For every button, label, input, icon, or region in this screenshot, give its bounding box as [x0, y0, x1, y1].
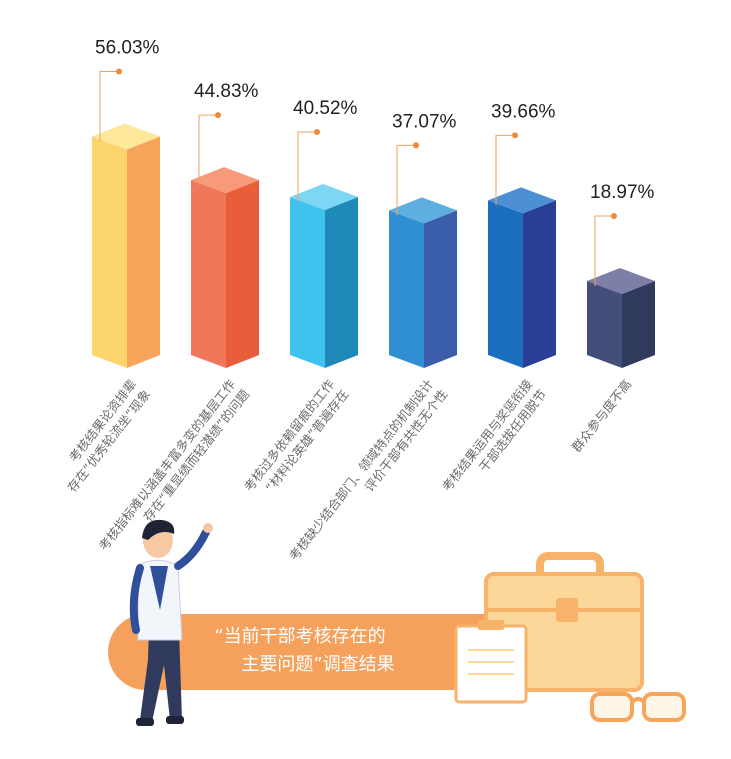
bar-top-face: [191, 167, 259, 194]
bar-right-face: [127, 136, 160, 368]
value-label: 44.83%: [194, 81, 259, 102]
bar-right-face: [325, 196, 358, 368]
plot: 56.03%考核结果论资排辈存在“优秀轮流坐”现象44.83%考核指标难以涵盖丰…: [64, 37, 655, 563]
bar-top-face: [587, 268, 655, 295]
leader-line: [198, 114, 218, 186]
bar-top-face: [92, 123, 160, 150]
leader-line: [396, 144, 416, 216]
category-label: 存在“重显绩而轻潜绩”的问题: [140, 386, 252, 524]
category-label: 群众参与度不高: [569, 377, 635, 455]
bar-right-face: [622, 281, 655, 368]
leader-dot: [215, 112, 221, 119]
leader-dot: [512, 132, 518, 139]
bar-top-face: [488, 187, 556, 214]
value-label: 37.07%: [392, 111, 457, 132]
leader-line: [297, 131, 317, 202]
leader-line: [99, 70, 119, 142]
bar-right-face: [424, 210, 457, 368]
glasses: [590, 692, 686, 722]
title-line: 主要问题”调查结果: [241, 654, 394, 675]
leader-dot: [413, 142, 419, 149]
bar-left-face: [488, 200, 523, 368]
clipboard: [454, 620, 528, 704]
bar-left-face: [290, 196, 325, 368]
bar: [587, 268, 655, 368]
bar-left-face: [389, 210, 424, 368]
value-label: 18.97%: [590, 182, 655, 203]
bar-left-face: [92, 136, 127, 368]
bar: [488, 187, 556, 368]
bar-top-face: [290, 183, 358, 210]
bar: [92, 123, 160, 368]
bar-left-face: [191, 180, 226, 368]
leader-dot: [611, 213, 617, 220]
leader-line: [594, 215, 614, 287]
value-label: 40.52%: [293, 98, 358, 119]
bar: [191, 167, 259, 368]
bar-right-face: [523, 200, 556, 368]
bar: [290, 183, 358, 368]
value-label: 39.66%: [491, 101, 556, 122]
person: [129, 519, 213, 726]
bar-left-face: [587, 281, 622, 368]
bar-top-face: [389, 197, 457, 224]
bar-right-face: [226, 180, 259, 368]
title-line: “当前干部考核存在的: [214, 626, 385, 647]
category-label: 考核结果运用与奖惩衔接: [439, 376, 536, 494]
category-label: 考核过多依赖留痕的工作: [241, 376, 338, 494]
leader-line: [495, 134, 515, 206]
leader-dot: [116, 68, 122, 75]
value-label: 56.03%: [95, 37, 160, 58]
leader-dot: [314, 128, 320, 135]
bar: [389, 197, 457, 368]
